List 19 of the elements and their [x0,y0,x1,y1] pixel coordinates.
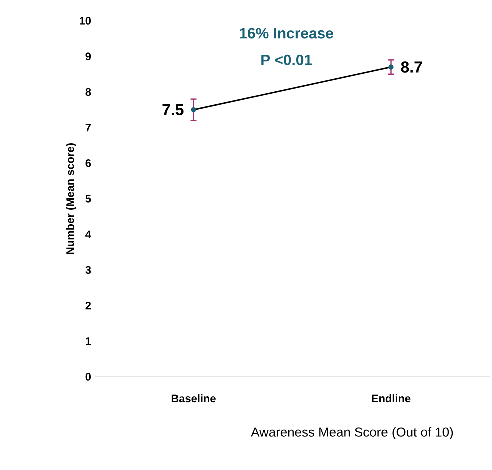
x-tick-label: Endline [372,394,411,403]
annotation: 16% Increase [240,28,334,39]
annotation: P <0.01 [262,54,312,66]
y-tick-label: 7 [86,124,91,132]
y-tick-label: 3 [86,266,92,274]
y-tick-label: 8 [86,88,92,96]
data-label: 8.7 [401,62,422,73]
y-tick-label: 5 [86,195,92,203]
y-axis-title: Number (Mean score) [66,144,76,254]
y-tick-label: 10 [80,17,92,25]
y-tick-label: 9 [86,52,92,60]
y-tick-label: 2 [86,302,92,310]
y-tick-label: 0 [86,373,92,381]
data-label: 7.5 [162,104,184,116]
y-tick-label: 4 [86,230,92,238]
x-tick-label: Baseline [172,394,216,403]
y-tick-label: 6 [86,160,92,168]
y-tick-label: 1 [86,338,92,346]
x-axis-title: Awareness Mean Score (Out of 10) [251,427,454,440]
